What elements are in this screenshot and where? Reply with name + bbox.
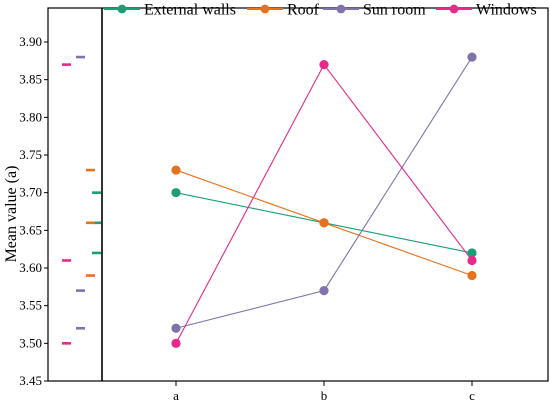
y-tick-label: 3.90 xyxy=(19,34,42,49)
legend-marker-external-walls xyxy=(117,4,127,14)
legend: External walls Roof Sun room Windows xyxy=(104,2,537,19)
plot-frame-layer xyxy=(47,7,549,382)
data-point-roof xyxy=(171,165,181,175)
x-axis-layer: a b c xyxy=(173,381,475,403)
data-point-windows xyxy=(319,60,329,70)
data-point-windows xyxy=(171,338,181,348)
y-tick-label: 3.55 xyxy=(19,298,42,313)
data-point-external-walls xyxy=(467,248,477,258)
data-point-roof xyxy=(319,218,329,228)
y-axis-label: Mean value (a) xyxy=(3,166,20,263)
x-tick-label: b xyxy=(321,388,328,403)
series-line-windows xyxy=(175,63,473,344)
y-tick-label: 3.70 xyxy=(19,185,42,200)
series-layer xyxy=(171,52,477,348)
data-point-windows xyxy=(467,255,477,266)
y-tick-label: 3.50 xyxy=(19,335,42,350)
y-tick-label: 3.80 xyxy=(19,109,42,124)
x-tick-label: a xyxy=(173,388,179,403)
legend-label-external-walls: External walls xyxy=(144,2,236,19)
y-tick-label: 3.60 xyxy=(19,260,42,275)
legend-marker-windows xyxy=(449,4,459,14)
y-tick-label: 3.75 xyxy=(19,147,42,162)
legend-marker-roof xyxy=(260,4,270,14)
y-tick-label: 3.85 xyxy=(19,72,42,87)
legend-label-windows: Windows xyxy=(476,2,537,19)
data-point-external-walls xyxy=(171,188,181,198)
marginal-strip-layer xyxy=(62,55,101,345)
plot-border xyxy=(47,7,549,382)
data-point-sun-room xyxy=(319,286,329,296)
y-tick-label: 3.45 xyxy=(19,373,42,388)
x-tick-label: c xyxy=(469,388,475,403)
data-point-roof xyxy=(467,270,477,281)
legend-label-roof: Roof xyxy=(287,2,320,19)
y-tick-label: 3.65 xyxy=(19,222,42,237)
legend-marker-sun-room xyxy=(336,4,346,14)
legend-label-sun-room: Sun room xyxy=(363,2,426,19)
y-axis-layer: 3.45 3.50 3.55 3.60 3.65 3.70 3.75 3.80 3.85 3.90 xyxy=(19,34,48,388)
data-point-sun-room xyxy=(467,52,477,62)
data-point-sun-room xyxy=(171,323,181,333)
